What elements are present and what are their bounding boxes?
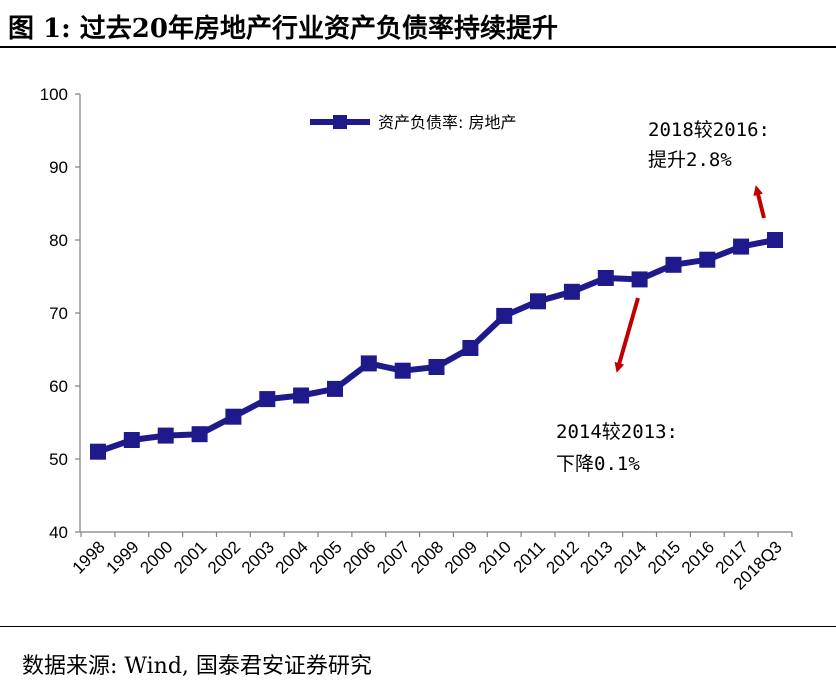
x-tick-label: 2007 [373, 537, 413, 577]
legend-marker [333, 115, 347, 129]
series-layer [90, 232, 783, 460]
data-point-2014 [631, 271, 648, 288]
chart-title: 图 1: 过去20年房地产行业资产负债率持续提升 [8, 14, 558, 44]
annotations: 2018较2016: 提升2.8% 2014较2013: 下降0.1% [556, 119, 770, 475]
legend: 资产负债率: 房地产 [310, 113, 516, 132]
data-point-2015 [665, 256, 682, 273]
x-tick-label: 2005 [306, 537, 346, 577]
x-tick-label: 2016 [678, 537, 718, 577]
title-divider [0, 46, 836, 48]
x-tick-label: 2002 [204, 537, 244, 577]
data-point-2017 [733, 238, 750, 255]
x-tick-label: 2004 [272, 537, 312, 577]
x-tick-label: 2008 [407, 537, 447, 577]
x-tick-label: 2009 [441, 537, 481, 577]
y-tick-label: 70 [49, 304, 68, 323]
y-tick-label: 40 [49, 523, 68, 542]
data-point-2003 [259, 391, 276, 408]
legend-label: 资产负债率: 房地产 [378, 113, 516, 132]
source-divider [0, 626, 836, 627]
data-point-2010 [496, 307, 513, 324]
x-tick-label: 1999 [102, 537, 142, 577]
data-point-2013 [597, 270, 614, 286]
x-tick-label: 1998 [69, 537, 109, 577]
annotation-arrow-down [614, 297, 640, 373]
annotation-2014-line2: 下降0.1% [556, 453, 640, 475]
data-point-2016 [699, 251, 716, 268]
data-point-2005 [327, 380, 343, 397]
data-point-2000 [157, 427, 174, 444]
data-point-1998 [90, 443, 106, 460]
data-point-2004 [293, 387, 310, 404]
x-tick-label: 2010 [475, 537, 515, 577]
x-tick-label: 2014 [610, 537, 650, 577]
y-tick-label: 60 [49, 377, 68, 396]
x-tick-label: 2003 [238, 537, 278, 577]
x-tick-label: 2012 [543, 537, 583, 577]
y-tick-label: 80 [49, 231, 68, 250]
x-tick-label: 2011 [510, 537, 549, 576]
annotation-arrow-up [753, 185, 766, 219]
x-tick-label: 2001 [170, 537, 210, 577]
x-tick-label: 2006 [339, 537, 379, 577]
data-point-2009 [462, 340, 479, 356]
data-point-1999 [123, 432, 140, 448]
data-point-2018Q3 [767, 232, 783, 248]
y-tick-label: 100 [40, 85, 68, 104]
data-point-2006 [360, 355, 377, 372]
x-tick-label: 2013 [576, 537, 616, 577]
data-point-2002 [225, 408, 242, 425]
line-chart: 4050607080901001998199920002001200220032… [40, 85, 793, 594]
annotation-2018-line1: 2018较2016: [648, 119, 770, 141]
annotation-2014-line1: 2014较2013: [556, 421, 678, 443]
data-point-2012 [563, 283, 580, 300]
y-tick-label: 90 [49, 158, 68, 177]
data-point-2007 [394, 362, 411, 379]
data-point-2008 [428, 359, 445, 375]
x-tick-label: 2015 [644, 537, 684, 577]
data-point-2011 [530, 293, 546, 310]
source-note: 数据来源: Wind, 国泰君安证券研究 [22, 654, 372, 679]
annotation-2018-line2: 提升2.8% [648, 149, 732, 171]
data-point-2001 [191, 426, 208, 443]
y-tick-label: 50 [49, 450, 68, 469]
x-tick-label: 2000 [136, 537, 176, 577]
